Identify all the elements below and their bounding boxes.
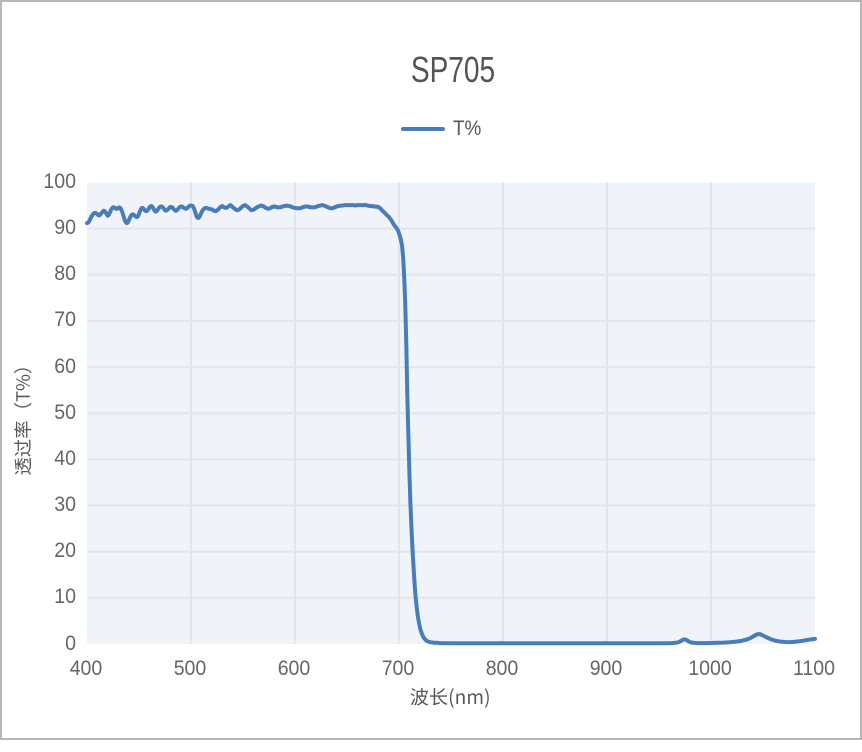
series-line-t-percent	[85, 203, 817, 646]
chart-title: SP705	[410, 49, 496, 90]
y-axis-title	[13, 368, 32, 475]
grid-lines	[87, 182, 815, 644]
y-tick-label: 100	[42, 170, 76, 193]
x-axis-title	[410, 687, 489, 708]
x-tick-label: 800	[485, 657, 518, 680]
x-tick-label: 900	[589, 657, 622, 680]
y-tick-label: 90	[53, 216, 76, 240]
y-tick-label: 80	[53, 262, 76, 286]
x-tick-label: 500	[173, 657, 206, 680]
y-tick-label: 70	[53, 308, 76, 332]
y-tick-label: 10	[53, 585, 76, 609]
legend-item[interactable]: T%	[401, 117, 485, 141]
x-tick-label: 600	[277, 657, 310, 680]
x-tick-label: 1100	[792, 657, 835, 680]
legend-label: T%	[453, 117, 482, 140]
y-tick-label: 30	[53, 493, 76, 517]
y-tick-label: 20	[53, 539, 76, 563]
y-tick-label: 60	[53, 354, 76, 378]
y-tick-label: 0	[64, 631, 76, 655]
y-tick-label: 50	[53, 400, 76, 424]
legend-line-swatch	[401, 126, 445, 132]
x-tick-label: 1000	[687, 657, 732, 680]
x-tick-label: 700	[381, 657, 414, 680]
x-tick-label: 400	[69, 657, 102, 680]
y-tick-label: 40	[53, 446, 76, 470]
